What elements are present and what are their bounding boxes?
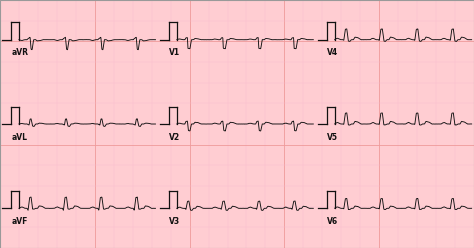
Text: V6: V6: [327, 217, 338, 226]
Text: V1: V1: [169, 48, 180, 57]
Text: V2: V2: [169, 133, 180, 142]
Text: aVR: aVR: [11, 48, 28, 57]
Text: aVF: aVF: [11, 217, 28, 226]
Text: V5: V5: [327, 133, 338, 142]
Text: V3: V3: [169, 217, 180, 226]
Text: V4: V4: [327, 48, 338, 57]
Text: aVL: aVL: [11, 133, 27, 142]
